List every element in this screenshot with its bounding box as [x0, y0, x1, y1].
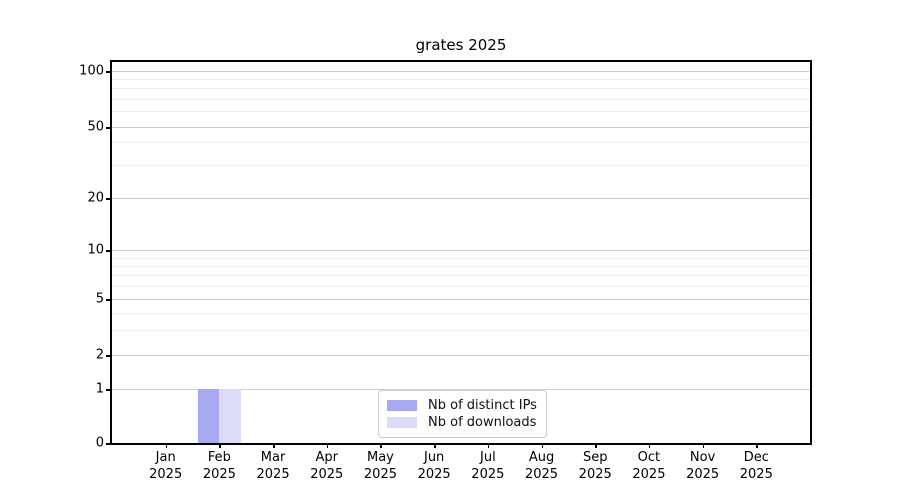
minor-gridline [112, 79, 810, 80]
x-tick-label-dec: Dec 2025 [739, 450, 773, 482]
y-tick-mark [106, 355, 112, 357]
minor-gridline [112, 286, 810, 287]
bar-feb-series-1 [219, 389, 241, 443]
minor-gridline [112, 330, 810, 331]
x-tick-mark [595, 443, 597, 448]
x-tick-mark [380, 443, 382, 448]
x-tick-mark [702, 443, 705, 448]
minor-gridline [112, 88, 810, 89]
y-tick-mark [106, 198, 112, 200]
bar-feb-series-0 [197, 389, 220, 443]
major-gridline-5 [112, 299, 810, 300]
legend-label-distinct-ips: Nb of distinct IPs [428, 398, 537, 413]
x-tick-label-jun: Jun 2025 [417, 450, 451, 482]
minor-gridline [112, 111, 810, 112]
y-tick-mark [106, 443, 112, 445]
y-tick-label-0: 0 [95, 435, 104, 451]
x-tick-label-jul: Jul 2025 [471, 450, 505, 482]
x-tick-label-mar: Mar 2025 [256, 450, 290, 482]
x-tick-label-oct: Oct 2025 [632, 450, 666, 482]
x-tick-label-jan: Jan 2025 [149, 450, 183, 482]
x-tick-mark [756, 443, 758, 448]
minor-gridline [112, 142, 810, 143]
x-tick-mark [165, 443, 168, 448]
x-tick-mark [219, 443, 221, 448]
y-tick-label-5: 5 [95, 291, 104, 307]
y-tick-label-1: 1 [95, 381, 104, 397]
major-gridline-2 [112, 355, 810, 356]
minor-gridline [112, 258, 810, 259]
y-tick-mark [106, 71, 112, 73]
x-tick-mark [273, 443, 275, 448]
x-tick-mark [648, 443, 651, 448]
x-tick-mark [434, 443, 436, 448]
y-tick-mark [106, 250, 112, 252]
major-gridline-1 [112, 389, 810, 390]
major-gridline-10 [112, 250, 810, 251]
x-tick-label-may: May 2025 [363, 450, 397, 482]
x-tick-label-sep: Sep 2025 [578, 450, 612, 482]
plot-frame [110, 60, 812, 445]
legend-item-downloads: Nb of downloads [387, 415, 538, 430]
legend: Nb of distinct IPs Nb of downloads [378, 390, 547, 438]
major-gridline-100 [112, 71, 810, 72]
legend-label-downloads: Nb of downloads [428, 415, 537, 430]
minor-gridline [112, 313, 810, 314]
minor-gridline [112, 275, 810, 276]
y-tick-label-100: 100 [79, 63, 104, 79]
minor-gridline [112, 99, 810, 100]
chart-title: grates 2025 [415, 36, 507, 54]
x-tick-mark [487, 443, 490, 448]
major-gridline-50 [112, 127, 810, 128]
y-tick-label-50: 50 [87, 119, 104, 135]
legend-swatch-distinct-ips [387, 400, 417, 411]
minor-gridline [112, 165, 810, 166]
legend-item-distinct-ips: Nb of distinct IPs [387, 398, 538, 413]
x-tick-label-aug: Aug 2025 [524, 450, 559, 482]
x-tick-mark [541, 443, 544, 448]
legend-swatch-downloads [387, 417, 417, 428]
major-gridline-20 [112, 198, 810, 199]
x-tick-label-feb: Feb 2025 [202, 450, 236, 482]
y-tick-label-20: 20 [87, 190, 104, 206]
plot-area: Nb of distinct IPs Nb of downloads [110, 60, 812, 445]
y-tick-label-2: 2 [95, 347, 104, 363]
x-tick-label-nov: Nov 2025 [686, 450, 720, 482]
y-tick-mark [106, 127, 112, 129]
y-tick-mark [106, 389, 112, 391]
x-tick-mark [326, 443, 329, 448]
x-tick-label-apr: Apr 2025 [310, 450, 344, 482]
y-tick-mark [106, 299, 112, 301]
minor-gridline [112, 266, 810, 267]
y-tick-label-10: 10 [87, 242, 104, 258]
